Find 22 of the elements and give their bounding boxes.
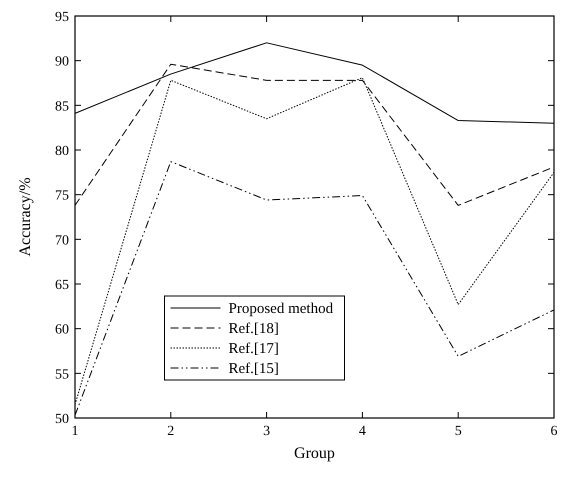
y-tick-label: 85	[55, 99, 69, 114]
legend-label: Ref.[18]	[228, 321, 279, 337]
legend-label: Ref.[17]	[228, 341, 279, 357]
y-tick-label: 50	[55, 412, 69, 427]
y-axis-title: Accuracy/%	[17, 177, 34, 257]
x-tick-label: 4	[358, 424, 366, 439]
x-tick-label: 5	[454, 424, 462, 439]
y-tick-label: 95	[55, 10, 69, 25]
y-tick-label: 75	[55, 188, 69, 204]
legend-label: Ref.[15]	[228, 361, 279, 377]
y-tick-label: 60	[55, 322, 69, 338]
x-axis-title: Group	[294, 445, 335, 462]
y-tick-label: 55	[55, 367, 69, 382]
y-tick-label: 65	[55, 278, 69, 293]
y-tick-label: 90	[55, 54, 69, 70]
x-tick-label: 6	[550, 424, 558, 439]
x-tick-label: 3	[263, 424, 270, 439]
legend-label: Proposed method	[228, 301, 334, 317]
x-tick-label: 2	[167, 424, 174, 439]
x-tick-label: 1	[72, 424, 78, 439]
y-tick-label: 70	[55, 233, 69, 248]
y-tick-label: 80	[55, 144, 69, 159]
